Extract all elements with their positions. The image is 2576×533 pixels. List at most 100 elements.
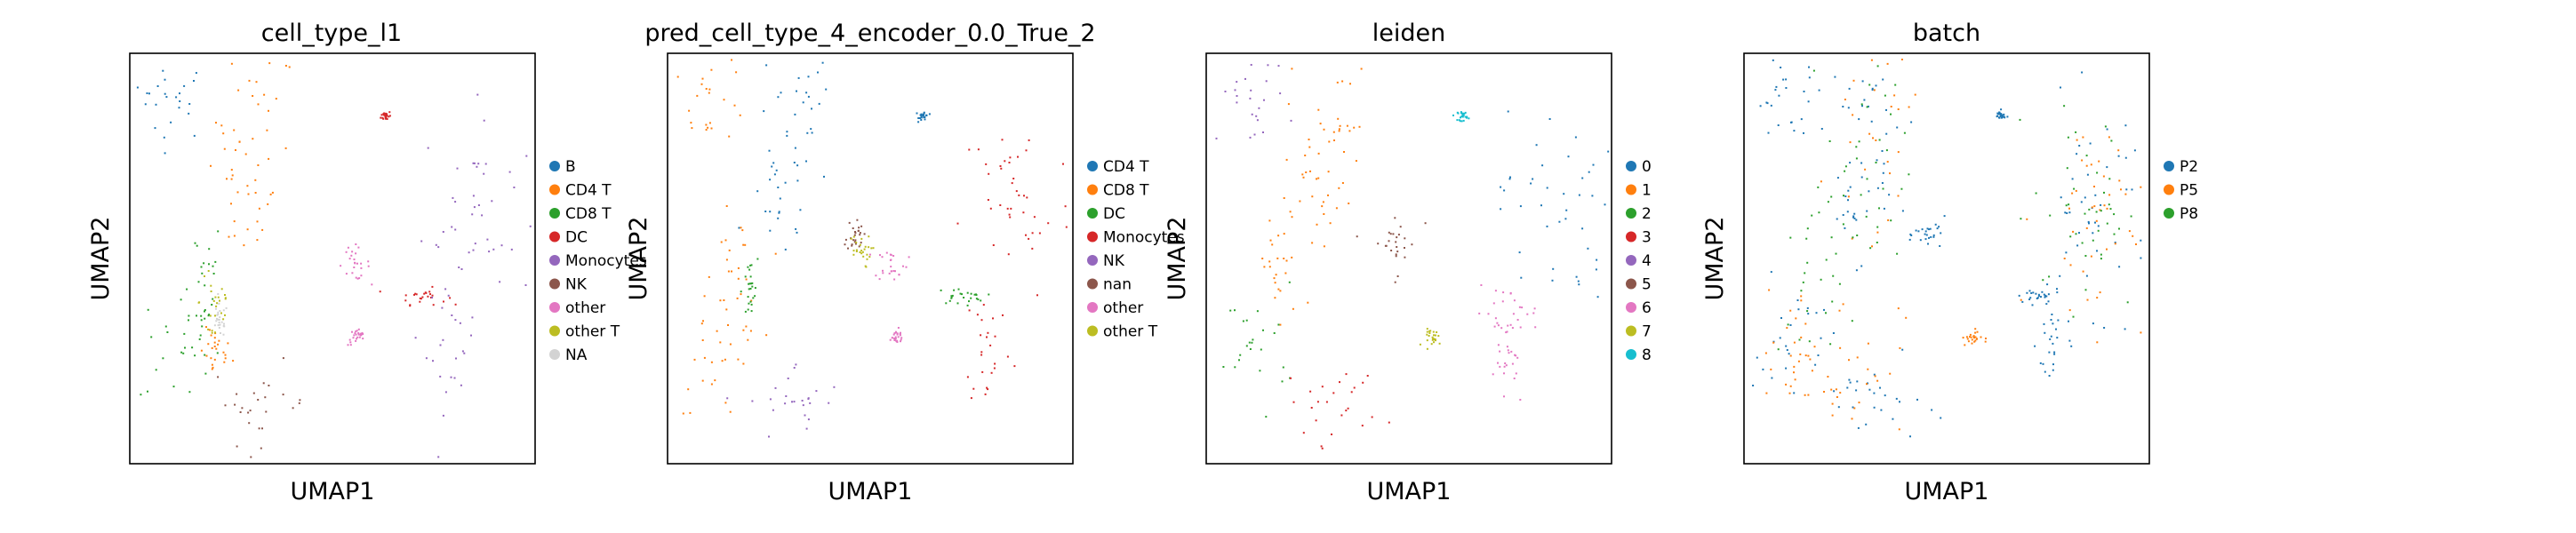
data-point <box>1292 401 1295 403</box>
data-point <box>957 288 960 290</box>
data-point <box>1832 332 1835 334</box>
data-point <box>1244 77 1246 80</box>
data-point <box>360 274 363 277</box>
data-point <box>687 388 690 391</box>
data-point <box>900 340 901 343</box>
data-point <box>379 290 381 293</box>
data-point <box>833 386 836 388</box>
data-point <box>223 322 225 325</box>
data-point <box>1910 121 1913 123</box>
data-point <box>215 122 217 124</box>
data-point <box>1249 97 1252 99</box>
data-point <box>217 296 220 298</box>
data-point <box>736 297 739 299</box>
data-point <box>774 252 777 255</box>
data-point <box>2052 369 2054 371</box>
data-point <box>1596 259 1598 261</box>
y-axis-label: UMAP2 <box>1701 217 1729 301</box>
data-point <box>1564 218 1567 220</box>
data-point <box>254 192 257 194</box>
data-point <box>1236 101 1238 104</box>
data-point <box>863 248 866 251</box>
data-point <box>810 128 812 131</box>
data-point <box>1834 76 1836 78</box>
data-point <box>216 317 218 320</box>
data-point <box>2068 207 2070 210</box>
data-point <box>701 77 704 80</box>
data-point <box>156 85 159 87</box>
data-point <box>750 299 753 302</box>
data-point <box>1492 302 1495 305</box>
legend-item: 6 <box>1626 299 1652 317</box>
data-point <box>1513 299 1516 302</box>
data-point <box>477 163 480 165</box>
legend-marker <box>1626 325 1636 337</box>
data-point <box>2029 297 2032 299</box>
data-point <box>1461 115 1464 118</box>
legend-item: Monocytes <box>549 252 647 270</box>
data-point <box>769 211 772 213</box>
data-point <box>1813 346 1816 348</box>
data-point <box>1506 330 1508 333</box>
data-point <box>882 272 884 274</box>
series-5 <box>1356 217 1427 283</box>
data-point <box>721 360 724 362</box>
data-point <box>388 115 391 117</box>
data-point <box>1267 64 1269 67</box>
data-point <box>468 251 470 254</box>
data-point <box>1843 195 1844 197</box>
data-point <box>1251 113 1253 115</box>
data-point <box>1316 401 1319 403</box>
legend-label: P2 <box>2180 158 2198 176</box>
data-point <box>895 340 898 343</box>
data-point <box>431 294 434 297</box>
series-other <box>340 243 373 346</box>
data-point <box>1507 324 1509 327</box>
data-point <box>483 119 485 122</box>
data-point <box>858 245 860 248</box>
data-point <box>1896 252 1899 255</box>
data-point <box>1505 364 1508 367</box>
data-point <box>451 226 453 228</box>
data-point <box>1980 336 1982 338</box>
data-point <box>1008 162 1011 163</box>
legend-marker <box>549 231 560 243</box>
data-point <box>1892 418 1894 420</box>
data-point <box>1883 163 1885 165</box>
data-point <box>264 396 267 399</box>
data-point <box>429 293 431 296</box>
data-point <box>1830 388 1833 391</box>
data-point <box>439 375 442 378</box>
data-point <box>703 295 706 298</box>
data-point <box>427 295 429 298</box>
data-point <box>347 344 349 346</box>
legend-marker <box>2164 161 2174 171</box>
data-point <box>797 76 800 79</box>
data-point <box>868 246 870 249</box>
data-point <box>924 118 926 121</box>
data-point <box>1530 182 1532 185</box>
data-point <box>747 266 749 268</box>
data-point <box>1390 250 1393 251</box>
data-point <box>420 298 422 300</box>
data-point <box>859 234 861 236</box>
data-point <box>458 266 460 268</box>
data-point <box>1789 324 1792 326</box>
data-point <box>1388 421 1390 424</box>
data-point <box>1835 388 1837 391</box>
data-point <box>216 302 219 305</box>
data-point <box>223 147 226 150</box>
data-point <box>1789 385 1792 387</box>
data-point <box>784 248 787 251</box>
data-point <box>1500 186 1502 188</box>
data-point <box>1478 312 1481 314</box>
y-axis-label: UMAP2 <box>625 217 652 301</box>
data-point <box>298 402 300 404</box>
data-point <box>1756 356 1758 359</box>
data-point <box>1259 370 1261 372</box>
data-point <box>235 149 236 151</box>
data-point <box>807 397 810 400</box>
data-point <box>1515 372 1517 375</box>
data-point <box>852 235 855 238</box>
data-point <box>2110 139 2113 142</box>
